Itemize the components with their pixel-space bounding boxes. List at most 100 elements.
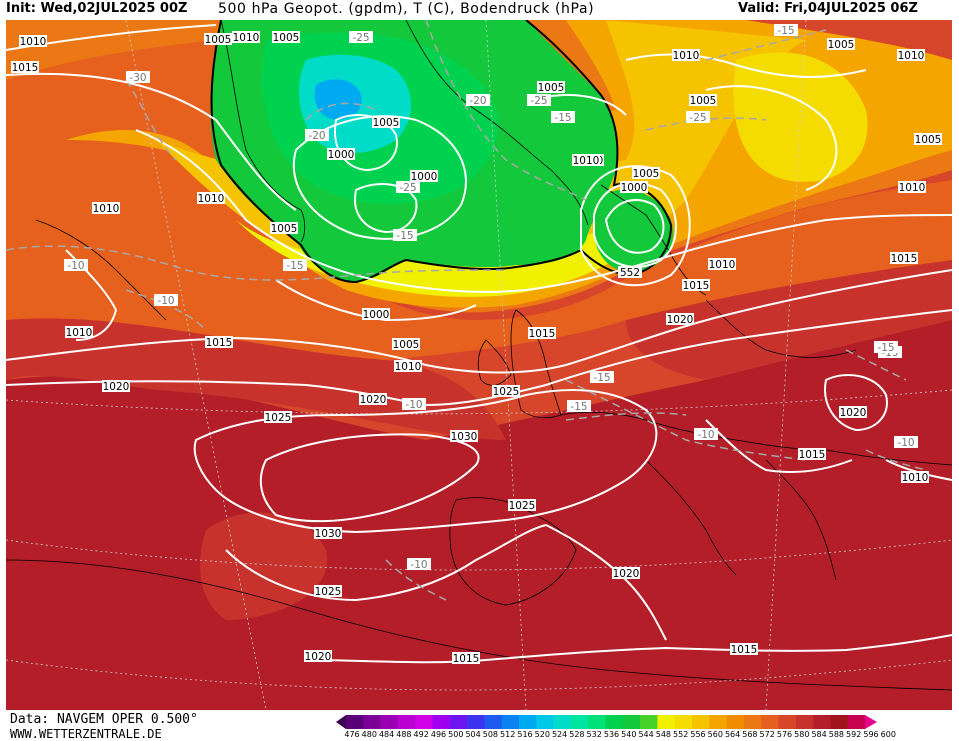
pressure-label: 1010 — [395, 361, 422, 373]
colorbar-segment — [415, 715, 433, 729]
temperature-label-box — [567, 400, 591, 412]
pressure-label-box — [410, 170, 438, 182]
colorbar-tick-label: 476 — [344, 730, 360, 739]
header-bar: Init: Wed,02JUL2025 00Z 500 hPa Geopot. … — [0, 0, 959, 20]
pressure-label: 1005 — [205, 34, 232, 46]
isotherm-25 — [425, 20, 587, 201]
pressure-label: 1015 — [683, 280, 710, 292]
colorbar-tick-label: 568 — [742, 730, 758, 739]
website-credit: WWW.WETTERZENTRALE.DE — [10, 727, 162, 741]
colorbar-segment — [830, 715, 848, 729]
colorbar-tick-label: 596 — [863, 730, 879, 739]
pressure-label-box — [394, 360, 422, 372]
temperature-label: -15 — [286, 260, 303, 272]
balkans — [765, 459, 837, 581]
temperature-label-box — [894, 436, 918, 448]
isobar-1010-north — [625, 53, 867, 78]
pressure-label-box — [11, 61, 39, 73]
colorbar-left-arrow — [336, 715, 346, 729]
pressure-label: 1010 — [709, 259, 736, 271]
temperature-label-box — [874, 341, 898, 353]
colorbar-segment — [519, 715, 537, 729]
temperature-label: -10 — [897, 437, 914, 449]
pressure-label-box — [620, 181, 648, 193]
pressure-label: 1020 — [305, 651, 332, 663]
pressure-label-box — [264, 411, 292, 423]
pressure-labels: 1005101010151010100510101005100010051000… — [11, 31, 942, 665]
pressure-label-box — [314, 527, 342, 539]
isotherm-15-east — [845, 349, 907, 381]
colorbar-tick-label: 552 — [673, 730, 689, 739]
colorbar-tick-label: 588 — [828, 730, 845, 739]
colorbar-tick-label: 524 — [551, 730, 568, 739]
temperature-label: -25 — [352, 32, 369, 44]
pressure-label: 1005 — [393, 339, 420, 351]
map-svg: 1005101010151010100510101005100010051000… — [6, 20, 952, 710]
colorbar-tick-label: 544 — [638, 730, 654, 739]
pressure-label: 1015 — [731, 644, 758, 656]
colorbar-segment — [743, 715, 762, 729]
great-britain — [510, 309, 562, 419]
pressure-label: 1020 — [840, 407, 867, 419]
isobar-1015-nw — [6, 72, 297, 211]
init-time: Init: Wed,02JUL2025 00Z — [6, 1, 188, 16]
temperature-label: -25 — [399, 182, 416, 194]
isotherm-15-ne — [705, 29, 827, 61]
italy — [645, 459, 737, 576]
valid-time: Valid: Fri,04JUL2025 06Z — [738, 1, 918, 16]
pressure-label-box — [19, 35, 47, 47]
pressure-label: 1020 — [360, 394, 387, 406]
pressure-label-box — [914, 133, 942, 145]
geopotential-label-box — [618, 266, 642, 278]
temperature-label-box — [551, 111, 575, 123]
colorbar-segment — [432, 715, 451, 729]
color-scale-labels: 476 480 484 488 492 496 500 504 508 512 516 520 524 5… — [336, 730, 958, 741]
weather-map[interactable]: 1005 1010 1015 1010 1005 1010 1005 1000 1005 1000… — [6, 20, 952, 710]
colorbar-tick-label: 536 — [603, 730, 620, 739]
pressure-label: 1010 — [898, 50, 925, 62]
temperature-label: -15 — [593, 372, 610, 384]
pressure-label-box — [372, 116, 400, 128]
pressure-label-box — [65, 326, 93, 338]
north-africa-coast — [6, 559, 952, 691]
isobar-1030 — [259, 433, 480, 523]
isobar-1020-south — [545, 524, 667, 641]
greenland-east-coast — [405, 20, 589, 226]
pressure-label-box — [708, 258, 736, 270]
pressure-label-box — [898, 181, 926, 193]
temperature-labels: -15 -25 -30 -20 -25 -20 -25 -15 -25 -15 -15 -10 -10 -… — [64, 24, 918, 571]
pressure-label: 1010 — [673, 50, 700, 62]
pressure-label: 1005 — [915, 134, 942, 146]
pressure-label-box — [204, 33, 232, 45]
pressure-label-box — [92, 202, 120, 214]
pressure-label-box — [197, 192, 225, 204]
pressure-label-box — [272, 31, 300, 43]
isotherm-15-west — [6, 245, 507, 281]
colorbar-tick-label: 492 — [413, 730, 429, 739]
temperature-label: -30 — [129, 72, 146, 84]
pressure-label: 1015 — [799, 449, 826, 461]
color-scale-bar — [336, 715, 877, 729]
temperature-label-box — [396, 181, 420, 193]
colorbar-tick-label: 504 — [465, 730, 481, 739]
red-zone-west — [6, 318, 506, 440]
temperature-label-box — [527, 94, 551, 106]
colorbar-segment — [553, 715, 572, 729]
isotherms — [6, 20, 927, 601]
pressure-label-box — [612, 567, 640, 579]
temperature-label: -10 — [67, 260, 84, 272]
colorbar-segment — [380, 715, 399, 729]
pressure-label: 1020 — [103, 381, 130, 393]
pressure-label-box — [362, 308, 390, 320]
colorbar-segment — [484, 715, 502, 729]
pressure-label: 1020 — [667, 314, 694, 326]
pressure-label-box — [205, 336, 233, 348]
pressure-label: 1010 — [233, 32, 260, 44]
colorbar-segment — [397, 715, 416, 729]
temperature-label: -20 — [469, 95, 486, 107]
temperature-label-box — [305, 129, 329, 141]
isotherm-10-west — [125, 289, 207, 331]
temperature-label: -15 — [777, 25, 794, 37]
pressure-label: 1010 — [902, 472, 929, 484]
colorbar-tick-label: 576 — [776, 730, 793, 739]
